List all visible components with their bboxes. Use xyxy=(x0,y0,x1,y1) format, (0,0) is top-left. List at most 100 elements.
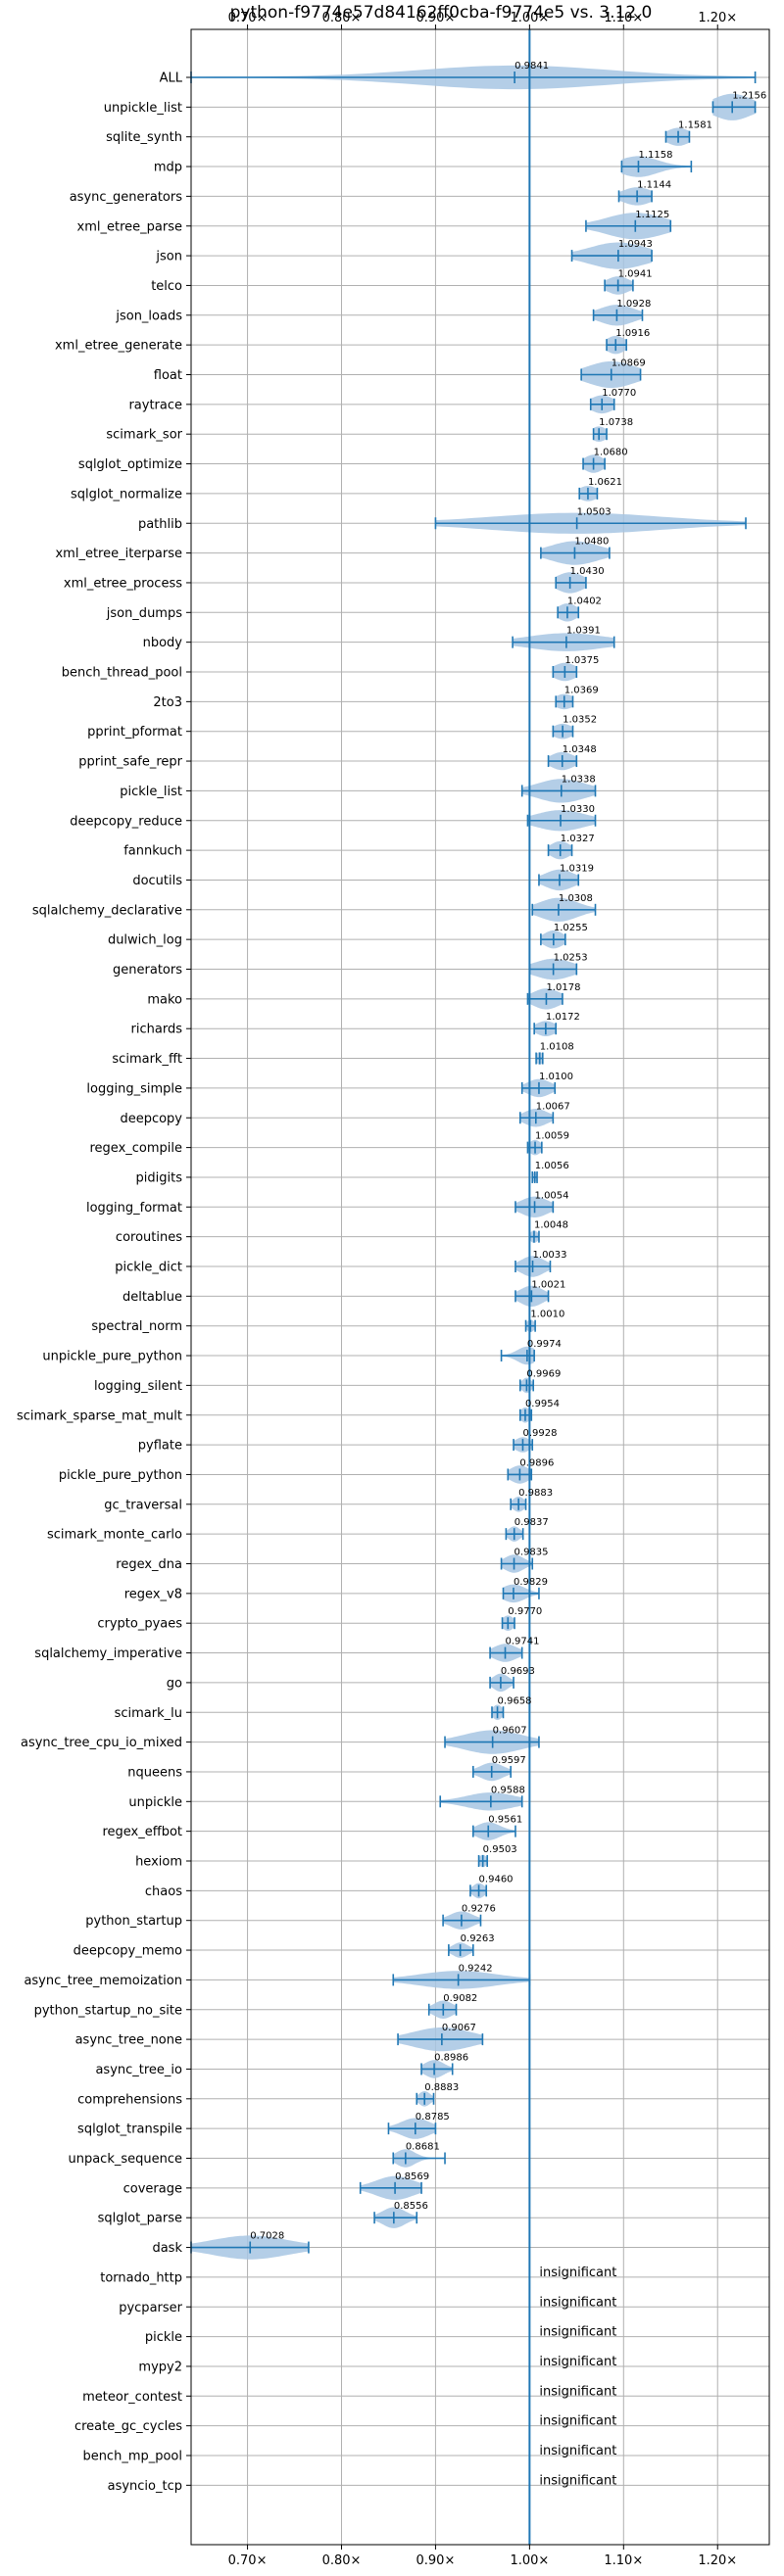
category-label: pyflate xyxy=(138,1439,182,1454)
value-label: 1.0327 xyxy=(561,834,595,844)
value-label: 0.9658 xyxy=(498,1695,532,1706)
value-label: 1.0738 xyxy=(599,417,633,428)
insignificant-label: insignificant xyxy=(539,2295,616,2310)
category-label: mako xyxy=(147,992,182,1007)
plot-frame xyxy=(190,28,770,2546)
category-label: asyncio_tcp xyxy=(108,2479,182,2494)
category-label: nbody xyxy=(143,636,183,650)
category-label: regex_v8 xyxy=(124,1587,182,1601)
category-label: pickle xyxy=(145,2330,182,2345)
category-label: 2to3 xyxy=(153,695,182,710)
value-label: 0.8681 xyxy=(406,2142,440,2153)
category-label: logging_format xyxy=(86,1201,182,1216)
category-label: chaos xyxy=(145,1884,182,1899)
value-label: 1.0375 xyxy=(564,655,599,666)
value-label: 0.9082 xyxy=(443,1993,477,2004)
category-label: gc_traversal xyxy=(104,1498,182,1512)
category-label: scimark_fft xyxy=(112,1052,182,1067)
insignificant-label: insignificant xyxy=(539,2473,616,2488)
category-label: scimark_monte_carlo xyxy=(47,1528,182,1543)
value-label: 1.1581 xyxy=(678,120,712,131)
category-label: sqlite_synth xyxy=(106,130,182,145)
category-label: coroutines xyxy=(116,1230,182,1245)
value-label: 1.0680 xyxy=(594,448,628,458)
value-label: 0.9841 xyxy=(514,61,549,72)
value-label: 0.8883 xyxy=(424,2082,459,2093)
value-label: 1.0480 xyxy=(574,537,609,548)
value-label: 1.0503 xyxy=(577,506,612,517)
value-label: 0.9837 xyxy=(514,1517,549,1528)
category-label: xml_etree_generate xyxy=(55,339,182,354)
chart-title: python-f9774e57d84162ff0cba-f9774e5 vs. … xyxy=(230,3,653,23)
value-label: 0.9883 xyxy=(518,1488,553,1499)
value-label: 1.0255 xyxy=(554,923,588,933)
value-label: 1.0172 xyxy=(546,1012,580,1023)
value-label: 1.0369 xyxy=(564,685,599,695)
value-label: 1.0916 xyxy=(615,328,650,339)
value-label: 1.0402 xyxy=(567,596,602,606)
x-tick-label-top: 1.00× xyxy=(510,11,549,25)
value-label: 1.0056 xyxy=(535,1161,569,1171)
value-label: 1.0067 xyxy=(536,1101,570,1112)
category-label: dask xyxy=(152,2241,182,2256)
category-label: scimark_sor xyxy=(106,428,182,443)
value-label: 0.9974 xyxy=(527,1339,562,1350)
category-label: docutils xyxy=(132,874,182,888)
value-label: 0.9460 xyxy=(479,1874,514,1884)
value-label: 0.9588 xyxy=(491,1785,525,1795)
category-label: sqlalchemy_declarative xyxy=(32,903,182,918)
x-tick-label-top: 0.70× xyxy=(228,11,268,25)
x-tick-label-top: 1.10× xyxy=(604,11,643,25)
category-label: json xyxy=(155,250,182,264)
category-label: generators xyxy=(113,963,182,978)
insignificant-label: insignificant xyxy=(539,2414,616,2429)
value-label: 1.0033 xyxy=(533,1250,567,1261)
value-label: 1.1125 xyxy=(635,210,669,220)
category-label: create_gc_cycles xyxy=(74,2419,182,2434)
category-label: pickle_dict xyxy=(115,1261,182,1275)
insignificant-label: insignificant xyxy=(539,2355,616,2369)
category-label: regex_effbot xyxy=(102,1825,182,1839)
value-label: 0.8569 xyxy=(395,2171,429,2182)
value-label: 1.0253 xyxy=(554,953,588,964)
value-label: 0.7028 xyxy=(250,2231,284,2242)
value-label: 1.0869 xyxy=(612,358,646,369)
category-label: async_tree_none xyxy=(75,2033,182,2048)
value-label: 1.0430 xyxy=(570,566,605,577)
value-label: 0.9607 xyxy=(493,1726,527,1737)
value-label: 1.0048 xyxy=(534,1220,568,1231)
category-label: pickle_pure_python xyxy=(59,1468,182,1483)
insignificant-label: insignificant xyxy=(539,2384,616,2399)
category-label: pickle_list xyxy=(120,785,182,799)
value-label: 0.8986 xyxy=(434,2052,468,2063)
x-tick-label-top: 1.20× xyxy=(698,11,737,25)
category-label: fannkuch xyxy=(123,844,182,859)
category-label: async_tree_cpu_io_mixed xyxy=(21,1736,182,1750)
value-label: 0.9896 xyxy=(519,1457,554,1468)
value-label: 0.9561 xyxy=(488,1815,522,1826)
category-label: dulwich_log xyxy=(108,933,182,948)
category-label: pycparser xyxy=(119,2301,182,2315)
value-label: 1.0010 xyxy=(530,1310,564,1320)
category-label: xml_etree_process xyxy=(64,576,182,591)
category-label: sqlalchemy_imperative xyxy=(34,1646,182,1661)
category-label: pprint_safe_repr xyxy=(78,755,182,770)
category-label: ALL xyxy=(160,72,183,86)
category-label: pidigits xyxy=(136,1170,183,1185)
category-label: deepcopy_memo xyxy=(74,1944,182,1959)
label-layer: 0.70× 0.70× 0.80× 0.80× 0.90× 0.90× 1.00× 1.00×… xyxy=(17,11,766,2568)
x-tick-label-bottom: 1.10× xyxy=(604,2553,643,2568)
value-label: 1.0308 xyxy=(559,893,593,904)
value-label: 1.1144 xyxy=(637,179,671,190)
category-label: python_startup xyxy=(85,1914,182,1929)
category-label: coverage xyxy=(123,2181,182,2196)
category-label: go xyxy=(167,1676,182,1691)
violin-layer xyxy=(190,65,757,2260)
value-label: 0.9693 xyxy=(501,1666,535,1677)
category-label: regex_dna xyxy=(116,1557,182,1572)
value-label: 0.8556 xyxy=(394,2201,428,2212)
category-label: unpack_sequence xyxy=(68,2152,182,2167)
category-label: sqlglot_parse xyxy=(98,2212,182,2226)
category-label: unpickle_pure_python xyxy=(42,1350,182,1364)
